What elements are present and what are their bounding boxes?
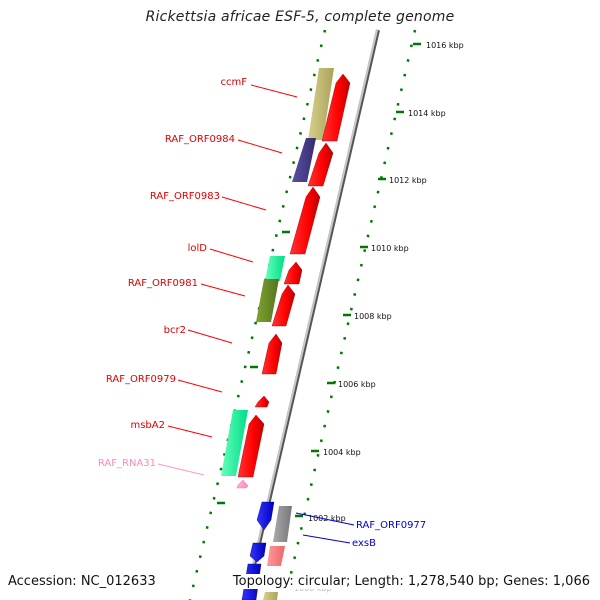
cog-box-msba2 [221, 410, 248, 476]
rna-arrow-raf-rna31 [236, 479, 249, 489]
cds-arrow-ccmf [321, 73, 351, 142]
cog-box-partial [263, 592, 278, 600]
cds-arrow-msba2 [237, 414, 265, 478]
cds-arrow-lold [283, 261, 303, 285]
gene-label-bcr2: bcr2 [164, 325, 186, 336]
gene-label-raf-orf0979: RAF_ORF0979 [106, 374, 176, 385]
cds-track [236, 73, 351, 489]
leader-line [221, 196, 267, 211]
kbp-tick-label: 1006 kbp [338, 380, 376, 389]
cog-box-exsb [267, 546, 285, 566]
gene-labels: ccmF RAF_ORF0984 RAF_ORF0983 lolD RAF_OR… [98, 77, 426, 549]
cog-box-raf-orf0981 [256, 279, 279, 322]
leader-line [302, 534, 351, 544]
gene-label-ccmf: ccmF [221, 77, 248, 88]
kbp-tick-label: 1002 kbp [308, 514, 346, 523]
cds-arrow-exsb [249, 542, 267, 563]
cds-arrow-raf-orf0984 [307, 142, 334, 187]
cog-box-raf-orf0984 [292, 138, 316, 182]
cog-track [221, 68, 334, 600]
accession-text: Accession: NC_012633 [8, 574, 156, 589]
kbp-tick-label: 1012 kbp [389, 176, 427, 185]
gene-label-lold: lolD [188, 243, 208, 254]
kbp-axis: 1016 kbp 1014 kbp 1012 kbp 1010 kbp 1008… [294, 41, 464, 593]
gene-label-raf-orf0981: RAF_ORF0981 [128, 278, 198, 289]
cds-arrow-raf-orf0981 [271, 284, 296, 327]
cds-arrow-raf-orf0979 [254, 395, 270, 408]
leader-line [187, 329, 233, 344]
leader-line [250, 84, 298, 98]
cds-arrow-raf-orf0983 [289, 186, 321, 255]
gene-label-raf-orf0977: RAF_ORF0977 [356, 520, 426, 531]
cds-arrow-raf-orf0977 [256, 501, 275, 531]
cds-arrow-bcr2 [261, 333, 283, 375]
gene-label-raf-orf0984: RAF_ORF0984 [165, 134, 235, 145]
topology-text: Topology: circular; Length: 1,278,540 bp… [232, 574, 590, 589]
gene-label-raf-rna31: RAF_RNA31 [98, 458, 156, 469]
kbp-tick-label: 1010 kbp [371, 244, 409, 253]
kbp-tick-label: 1004 kbp [323, 448, 361, 457]
leader-line [209, 248, 254, 263]
cog-box-lold [265, 256, 285, 281]
kbp-tick-label: 1014 kbp [408, 109, 446, 118]
cog-box-raf-orf0977 [273, 506, 292, 542]
gene-label-raf-orf0983: RAF_ORF0983 [150, 191, 220, 202]
cog-box-ccmf [308, 68, 334, 140]
gene-label-msba2: msbA2 [130, 420, 165, 431]
leader-line [295, 512, 355, 526]
kbp-tick-label: 1008 kbp [354, 312, 392, 321]
leader-line [167, 425, 213, 438]
gene-label-exsb: exsB [352, 538, 376, 549]
leader-line [237, 139, 283, 154]
leader-line [200, 283, 246, 297]
map-title: Rickettsia africae ESF-5, complete genom… [145, 9, 455, 25]
leader-line [157, 463, 205, 476]
kbp-tick-label: 1016 kbp [426, 41, 464, 50]
leader-line [177, 379, 223, 393]
